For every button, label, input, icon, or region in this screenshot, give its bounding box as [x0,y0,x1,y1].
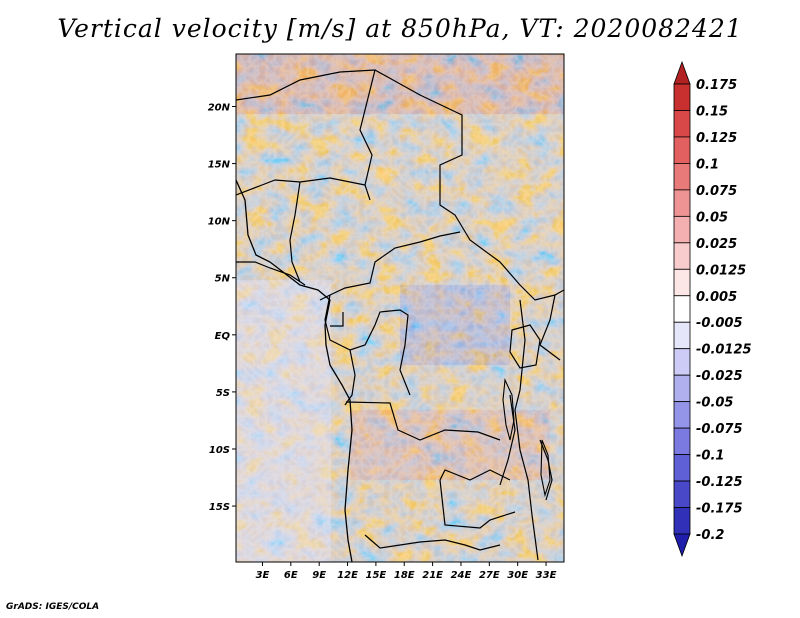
colorbar-label: 0.125 [696,131,737,146]
lon-tick-label: 21E [422,570,443,581]
lat-tick-label: 10N [208,217,231,228]
colorbar-swatch [673,83,691,111]
colorbar-top-arrow [673,60,691,85]
colorbar-label: -0.0125 [696,343,752,358]
colorbar-swatch [673,454,691,482]
colorbar-swatch [673,215,691,244]
latitude-axis: 20N 15N 10N 5N EQ 5S 10S 15S [208,103,236,513]
lon-tick-label: 15E [366,570,387,581]
colorbar-label: 0.15 [696,104,728,119]
lat-tick-label: 5N [215,274,231,285]
colorbar-label: -0.005 [696,316,743,331]
colorbar-swatch [673,321,691,350]
colorbar-swatch [673,427,691,455]
country-borders [236,69,564,561]
lat-tick-label: 5S [216,388,230,399]
lon-tick-label: 27E [479,570,500,581]
lat-tick-label: 20N [208,103,231,114]
colorbar-label: -0.175 [696,502,743,517]
colorbar-swatch [673,136,691,164]
colorbar-label: -0.1 [696,449,724,464]
lake-tanganyika [502,377,515,441]
colorbar-label: 0.075 [696,184,737,199]
colorbar-label: 0.0125 [696,263,746,278]
lon-tick-label: 6E [284,570,298,581]
colorbar-swatch [673,295,691,323]
colorbar-label: 0.175 [696,78,737,93]
colorbar-label: -0.05 [696,396,733,411]
map-frame [235,53,565,563]
colorbar-label: 0.05 [696,210,728,225]
colorbar-bottom-arrow [673,533,691,558]
colorbar-swatch [673,507,691,535]
lake-victoria [509,324,541,369]
colorbar: 0.175 0.15 0.125 0.1 0.075 0.05 0.025 0.0125 0.0… [673,60,752,558]
colorbar-swatch [673,163,691,191]
lat-tick-label: 10S [209,445,230,456]
map-title: Vertical velocity [m/s] at 850hPa, VT: 2… [57,14,743,43]
lat-tick-label: 15N [208,160,231,171]
lon-tick-label: 3E [256,570,270,581]
colorbar-swatch [673,480,691,508]
colorbar-swatch [673,110,691,138]
lat-tick-label: EQ [215,331,231,342]
lon-tick-label: 9E [312,570,326,581]
colorbar-label: -0.125 [696,475,743,490]
lon-tick-label: 18E [394,570,415,581]
colorbar-swatch [673,268,691,297]
longitude-axis: 3E 6E 9E 12E 15E 18E 21E 24E 27E 30E 33E [256,562,557,581]
colorbar-swatch [673,189,691,217]
colorbar-swatch [673,401,691,429]
colorbar-label: -0.075 [696,422,743,437]
colorbar-swatch [673,374,691,403]
colorbar-label: -0.025 [696,369,743,384]
lake-malawi [540,439,551,498]
colorbar-label: -0.2 [696,528,724,543]
colorbar-label: 0.005 [696,290,737,305]
colorbar-label: 0.1 [696,157,719,172]
lon-tick-label: 12E [337,570,358,581]
velocity-field [236,54,564,562]
coastline [236,179,353,562]
lon-tick-label: 30E [507,570,528,581]
colorbar-label: 0.025 [696,237,737,252]
lat-tick-label: 15S [209,502,230,513]
footer-credit: GrADS: IGES/COLA [6,602,100,612]
lon-tick-label: 33E [536,570,557,581]
colorbar-swatch [673,348,691,376]
colorbar-swatch [673,242,691,270]
lon-tick-label: 24E [451,570,472,581]
